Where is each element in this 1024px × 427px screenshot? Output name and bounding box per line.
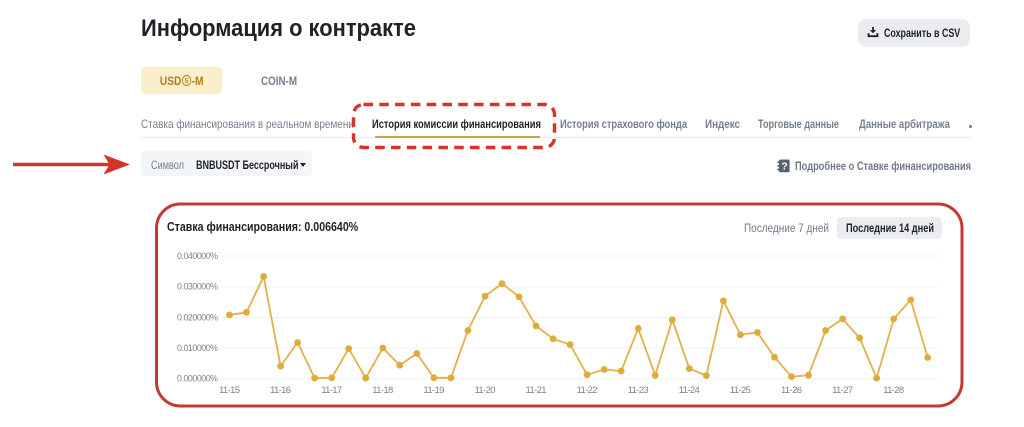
svg-text:11-17: 11-17 — [321, 385, 342, 396]
svg-text:11-18: 11-18 — [372, 385, 393, 396]
svg-text:11-20: 11-20 — [475, 385, 496, 396]
svg-text:11-26: 11-26 — [781, 385, 802, 396]
svg-text:11-16: 11-16 — [270, 385, 291, 396]
svg-text:11-27: 11-27 — [832, 385, 853, 396]
svg-text:0.000000%: 0.000000% — [177, 374, 218, 384]
svg-text:11-23: 11-23 — [628, 385, 649, 396]
svg-text:11-19: 11-19 — [423, 385, 444, 396]
svg-text:11-15: 11-15 — [219, 385, 240, 396]
svg-text:11-24: 11-24 — [679, 385, 700, 396]
svg-text:0.030000%: 0.030000% — [177, 282, 218, 292]
svg-text:0.010000%: 0.010000% — [177, 343, 218, 353]
svg-text:?: ? — [781, 161, 787, 172]
svg-text:11-22: 11-22 — [577, 385, 598, 396]
svg-text:0.020000%: 0.020000% — [177, 312, 218, 322]
svg-text:0.040000%: 0.040000% — [177, 251, 218, 261]
svg-text:11-21: 11-21 — [526, 385, 547, 396]
svg-text:11-25: 11-25 — [730, 385, 751, 396]
svg-text:11-28: 11-28 — [883, 385, 904, 396]
